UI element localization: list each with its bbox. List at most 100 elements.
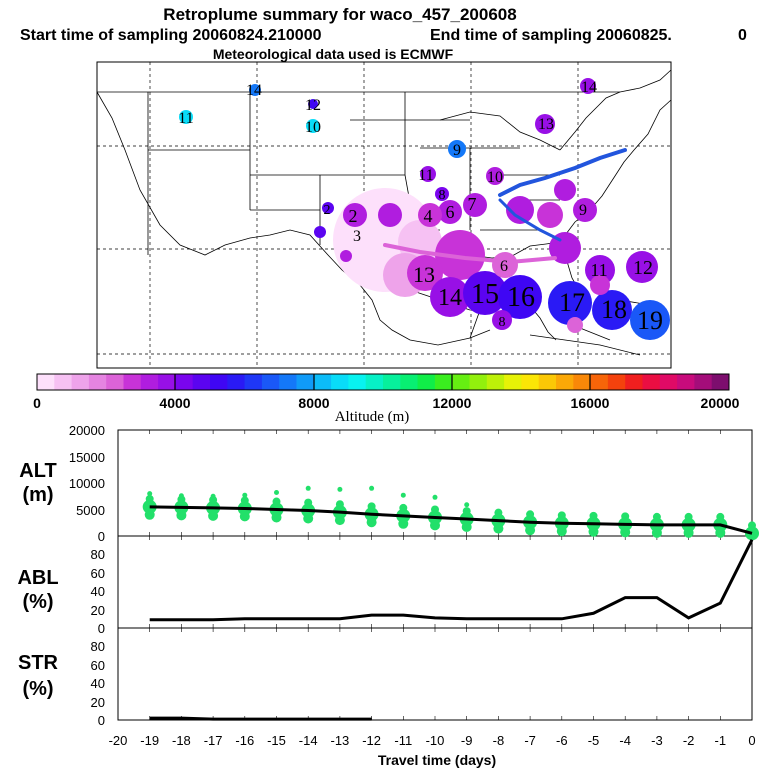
abl-y-tick: 20 — [91, 603, 105, 618]
track-label: 8 — [439, 188, 446, 203]
track-label: 14 — [581, 79, 597, 96]
plume-circle — [249, 84, 261, 96]
colorbar-cell — [210, 374, 228, 390]
plume-circle — [537, 202, 563, 228]
track-label: 14 — [246, 82, 262, 99]
x-axis-tick: -11 — [394, 733, 412, 748]
track-label: 9 — [579, 202, 587, 219]
alt-upper-point — [400, 492, 406, 498]
x-axis-tick: -15 — [267, 733, 286, 748]
alt-y-tick: 5000 — [76, 503, 105, 518]
alt-spread-point — [716, 512, 725, 521]
alt-spread-point — [430, 520, 440, 531]
colorbar-cell — [452, 374, 470, 390]
colorbar-major-ticks — [174, 374, 591, 390]
plume-circle — [306, 119, 320, 133]
track-label: 15 — [471, 279, 499, 310]
track-label: 18 — [601, 295, 627, 324]
x-axis-tick: -16 — [235, 733, 254, 748]
colorbar-cell — [711, 374, 730, 390]
plume-circle — [407, 255, 443, 291]
mean-track — [383, 148, 627, 265]
abl-series-marks — [149, 539, 754, 622]
plume-circle — [486, 167, 504, 185]
plume-circle — [420, 166, 436, 182]
colorbar-cell — [244, 374, 263, 390]
plume-circle — [314, 226, 326, 238]
colorbar-cell — [556, 374, 574, 390]
alt-panel-unit: (m) — [22, 484, 53, 506]
colorbar-cell — [88, 374, 107, 390]
colorbar-cell — [590, 374, 609, 390]
alt-upper-point — [369, 485, 375, 491]
alt-spread-point — [208, 510, 219, 521]
track-label: 10 — [487, 169, 503, 186]
colorbar-cell — [348, 374, 367, 390]
colorbar-tick-label: 12000 — [433, 395, 472, 411]
panel-tick-marks — [117, 430, 753, 720]
alt-spread-point — [715, 527, 726, 538]
abl-panel-frame — [117, 535, 753, 629]
alt-spread-point — [748, 521, 756, 530]
colorbar-cell — [469, 374, 488, 390]
track-label: 13 — [538, 116, 554, 133]
str-y-tick: 40 — [91, 676, 105, 691]
str-line — [149, 716, 372, 721]
alt-spread-point — [525, 525, 536, 536]
alt-spread-point — [588, 526, 599, 537]
track-day-labels: 14 12 11 10 9 14 13 11 10 9 8 7 6 2 3 2 … — [178, 79, 663, 335]
x-axis-tick: -9 — [461, 733, 473, 748]
alt-upper-point — [274, 490, 279, 496]
x-axis-tick: -10 — [426, 733, 445, 748]
alt-upper-point — [242, 492, 248, 498]
colorbar-cell — [642, 374, 661, 390]
plume-circle — [418, 203, 442, 227]
alt-spread-point — [272, 497, 281, 506]
colorbar-axis-label: Altitude (m) — [335, 409, 410, 425]
track-label: 14 — [438, 285, 462, 311]
plume-circle — [592, 290, 632, 330]
plume-circle — [435, 230, 485, 280]
colorbar-cell — [175, 374, 194, 390]
alt-spread-point — [462, 507, 471, 516]
plume-circle — [573, 198, 597, 222]
x-axis-tick: -2 — [683, 733, 695, 748]
alt-upper-point — [337, 486, 343, 492]
track-label: 19 — [637, 306, 663, 335]
alt-spread-point — [652, 512, 661, 521]
alt-spread-point — [493, 523, 504, 534]
track-label: 13 — [413, 262, 435, 287]
alt-spread-point — [335, 500, 344, 509]
track-label: 6 — [500, 258, 508, 275]
colorbar-cell — [140, 374, 159, 390]
alt-y-tick-labels: 20000 15000 10000 5000 0 — [69, 423, 105, 544]
plume-circle — [322, 202, 334, 214]
track-label: 16 — [507, 282, 535, 313]
x-axis-tick: -17 — [204, 733, 223, 748]
alt-upper-point — [432, 494, 438, 500]
plume-circle — [590, 275, 610, 295]
track-label: 2 — [349, 206, 358, 226]
colorbar-cell — [573, 374, 592, 390]
track-label: 17 — [559, 288, 585, 317]
alt-spread-point — [145, 494, 154, 503]
colorbar-cell — [538, 374, 557, 390]
track-label: 12 — [305, 97, 321, 114]
alt-spread-point — [177, 495, 186, 504]
plume-circle — [435, 187, 449, 201]
alt-spread-point — [494, 508, 503, 517]
alt-spread-point — [239, 511, 250, 522]
str-panel-unit: (%) — [22, 678, 53, 700]
abl-panel-unit: (%) — [22, 591, 53, 613]
colorbar-cell — [400, 374, 419, 390]
plume-circle — [448, 140, 466, 158]
colorbar-cell — [296, 374, 315, 390]
colorbar-cell — [54, 374, 73, 390]
colorbar-cell — [158, 374, 176, 390]
plume-circle — [506, 196, 534, 224]
alt-spread-point — [142, 499, 157, 514]
met-data-label: Meteorological data used is ECMWF — [213, 46, 454, 62]
abl-y-tick: 80 — [91, 547, 105, 562]
plume-circle — [554, 179, 576, 201]
